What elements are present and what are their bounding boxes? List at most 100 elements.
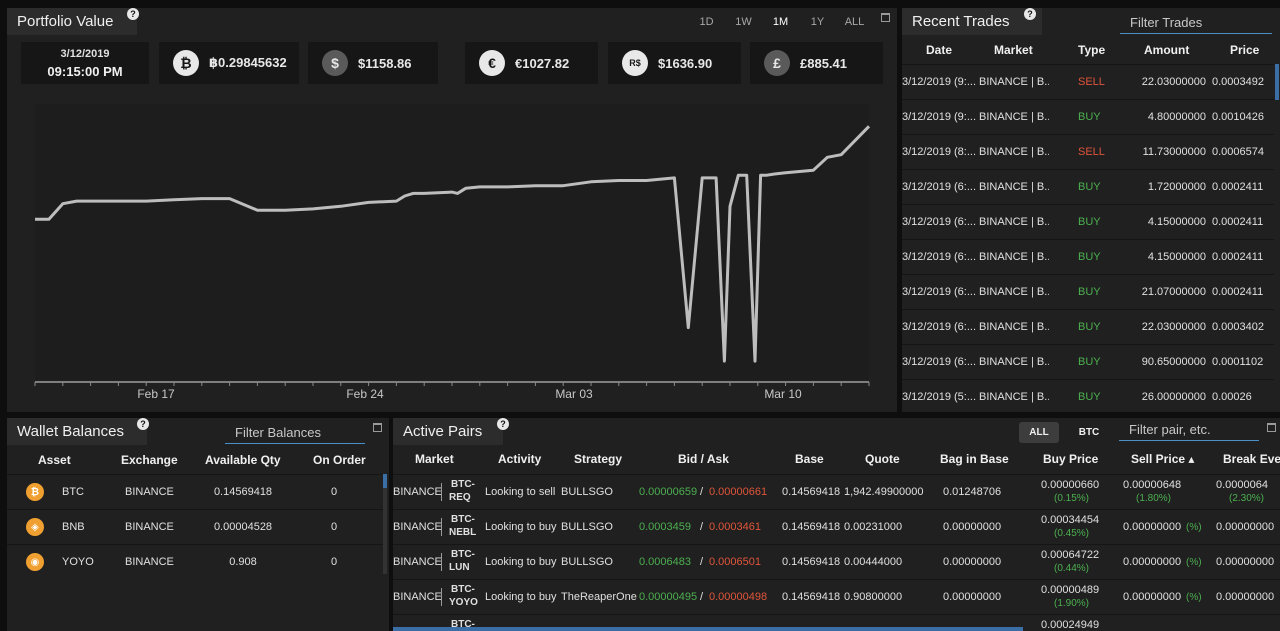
range-1d-button[interactable]: 1D [699, 16, 714, 28]
trade-amount: 21.07000000 [1141, 286, 1206, 298]
bid-ask-separator: / [700, 591, 704, 603]
trades-scrollbar[interactable] [1275, 64, 1279, 100]
trade-row[interactable]: 3/12/2019 (6:... BINANCE | B... BUY 1.72000… [902, 169, 1274, 204]
trade-row[interactable]: 3/12/2019 (6:... BINANCE | B... BUY 21.0700… [902, 274, 1274, 309]
trade-row[interactable]: 3/12/2019 (5:... BINANCE | B... BUY 26.0000… [902, 379, 1274, 414]
pair-divider [441, 553, 442, 571]
help-icon[interactable]: ? [127, 8, 139, 20]
wallet-row[interactable]: ◈ BNB BINANCE 0.00004528 0 [7, 509, 383, 544]
pair-bag: 0.00000000 [943, 591, 1002, 603]
pairs-header-7[interactable]: Bag in Base [940, 452, 1009, 466]
trades-header-market[interactable]: Market [994, 43, 1033, 57]
trade-price: 0.0002411 [1212, 286, 1264, 298]
filter-balances-input[interactable] [225, 422, 365, 444]
wallet-header-on-order[interactable]: On Order [313, 453, 366, 467]
pair-strategy: BULLSGO [561, 486, 613, 498]
wallet-header-available-qty[interactable]: Available Qty [205, 453, 281, 467]
trade-row[interactable]: 3/12/2019 (6:... BINANCE | B... BUY 4.15000… [902, 204, 1274, 239]
range-all-button[interactable]: ALL [844, 16, 865, 28]
trade-row[interactable]: 3/12/2019 (9:... BINANCE | B... SELL 22.030… [902, 64, 1274, 99]
panel-title: Active Pairs [393, 418, 503, 445]
trade-row[interactable]: 3/12/2019 (9:... BINANCE | B... BUY 4.80000… [902, 99, 1274, 134]
trade-market: BINANCE | B... [979, 321, 1049, 333]
pound-icon: £ [764, 50, 790, 76]
maximize-icon[interactable] [881, 13, 890, 22]
wallet-asset: BNB [62, 521, 85, 533]
trades-header-type[interactable]: Type [1078, 43, 1106, 57]
pairs-header-4[interactable]: Bid / Ask [678, 452, 729, 466]
pair-strategy: BULLSGO [561, 556, 613, 568]
pair-row[interactable]: BTC- 0.00024949 [393, 614, 1280, 631]
pair-row[interactable]: BINANCE BTC- LUN Looking to buy BULLSGO 0.000… [393, 544, 1280, 579]
help-icon[interactable]: ? [497, 418, 509, 430]
wallet-asset: BTC [62, 486, 84, 498]
wallet-header-asset[interactable]: Asset [38, 453, 71, 467]
x-tick-label: Feb 17 [137, 387, 175, 401]
trade-type: SELL [1078, 76, 1105, 88]
pair-bag: 0.00000000 [943, 556, 1002, 568]
filter-pairs-input[interactable] [1119, 419, 1259, 441]
pair-row[interactable]: BINANCE BTC- YOYO Looking to buy TheReaperOn… [393, 579, 1280, 614]
pairs-header-8[interactable]: Buy Price [1043, 452, 1099, 466]
pairs-horizontal-scrollbar[interactable] [393, 627, 1023, 631]
wallet-row[interactable]: ₿ BTC BINANCE 0.14569418 0 [7, 474, 383, 509]
real-icon: R$ [622, 50, 648, 76]
range-1w-button[interactable]: 1W [735, 16, 752, 28]
pairs-header-2[interactable]: Activity [498, 452, 542, 466]
trade-row[interactable]: 3/12/2019 (6:... BINANCE | B... BUY 90.6500… [902, 344, 1274, 379]
pair-bid: 0.00000495 [639, 591, 698, 603]
euro-icon: € [479, 50, 505, 76]
trade-row[interactable]: 3/12/2019 (8:... BINANCE | B... SELL 11.730… [902, 134, 1274, 169]
pair-sell-pct: (%) [1186, 557, 1202, 568]
pair-bag: 0.01248706 [943, 486, 1002, 498]
trade-date: 3/12/2019 (6:... [902, 356, 976, 368]
help-icon[interactable]: ? [1024, 8, 1036, 20]
active-pairs-panel: Active Pairs ? ALL BTC Market Activity Str… [393, 418, 1280, 631]
range-1y-button[interactable]: 1Y [810, 16, 825, 28]
trade-amount: 26.00000000 [1141, 391, 1206, 403]
trades-header-amount[interactable]: Amount [1144, 43, 1190, 57]
trade-type: BUY [1078, 111, 1101, 123]
pair-symbol-bottom: NEBL [449, 527, 477, 538]
pair-sell-pct: (%) [1186, 592, 1202, 603]
pair-row[interactable]: BINANCE BTC- NEBL Looking to buy BULLSGO 0.00… [393, 509, 1280, 544]
trade-row[interactable]: 3/12/2019 (6:... BINANCE | B... BUY 4.15000… [902, 239, 1274, 274]
trades-header-price[interactable]: Price [1230, 43, 1260, 57]
pair-sell-price: 0.00000000 [1123, 556, 1182, 568]
toggle-all-button[interactable]: ALL [1019, 422, 1059, 443]
trade-market: BINANCE | B... [979, 391, 1049, 403]
trades-header-date[interactable]: Date [926, 43, 953, 57]
range-1m-button[interactable]: 1M [772, 16, 789, 28]
portfolio-value-text: ฿0.29845632 [209, 55, 287, 70]
portfolio-value-text: $1158.86 [358, 55, 412, 71]
maximize-icon[interactable] [1267, 423, 1276, 432]
wallet-header-exchange[interactable]: Exchange [121, 453, 178, 467]
toggle-btc-button[interactable]: BTC [1078, 427, 1100, 438]
pairs-header-10[interactable]: Break Eve [1223, 452, 1280, 466]
wallet-asset: YOYO [62, 556, 94, 568]
pair-sell-price: 0.00000648 [1123, 479, 1182, 491]
pairs-header-6[interactable]: Quote [865, 452, 900, 466]
pairs-header-9[interactable]: Sell Price ▴ [1131, 452, 1195, 466]
pair-divider [441, 518, 442, 536]
pair-buy-price: 0.00024949 [1041, 619, 1100, 631]
pairs-header-3[interactable]: Strategy [574, 452, 623, 466]
filter-trades-input[interactable] [1120, 12, 1272, 34]
wallet-scrollbar-thumb[interactable] [383, 474, 387, 488]
bitcoin-value-box: ₿ ฿0.29845632 [159, 42, 299, 84]
trade-date: 3/12/2019 (6:... [902, 321, 976, 333]
maximize-icon[interactable] [373, 423, 382, 432]
portfolio-value-text: $1636.90 [658, 55, 713, 71]
euro-value-box: € €1027.82 [465, 42, 598, 84]
bitcoin-icon: ₿ [173, 50, 199, 76]
wallet-scrollbar[interactable] [383, 474, 387, 574]
trade-row[interactable]: 3/12/2019 (6:... BINANCE | B... BUY 22.0300… [902, 309, 1274, 344]
help-icon[interactable]: ? [137, 418, 149, 430]
trade-amount: 22.03000000 [1141, 76, 1206, 88]
pairs-header-1[interactable]: Market [415, 452, 454, 466]
pair-quote: 0.00231000 [844, 521, 903, 533]
pair-row[interactable]: BINANCE BTC- REQ Looking to sell BULLSGO 0.00… [393, 474, 1280, 509]
pair-bag: 0.00000000 [943, 521, 1002, 533]
wallet-row[interactable]: ◉ YOYO BINANCE 0.908 0 [7, 544, 383, 579]
pairs-header-5[interactable]: Base [795, 452, 824, 466]
